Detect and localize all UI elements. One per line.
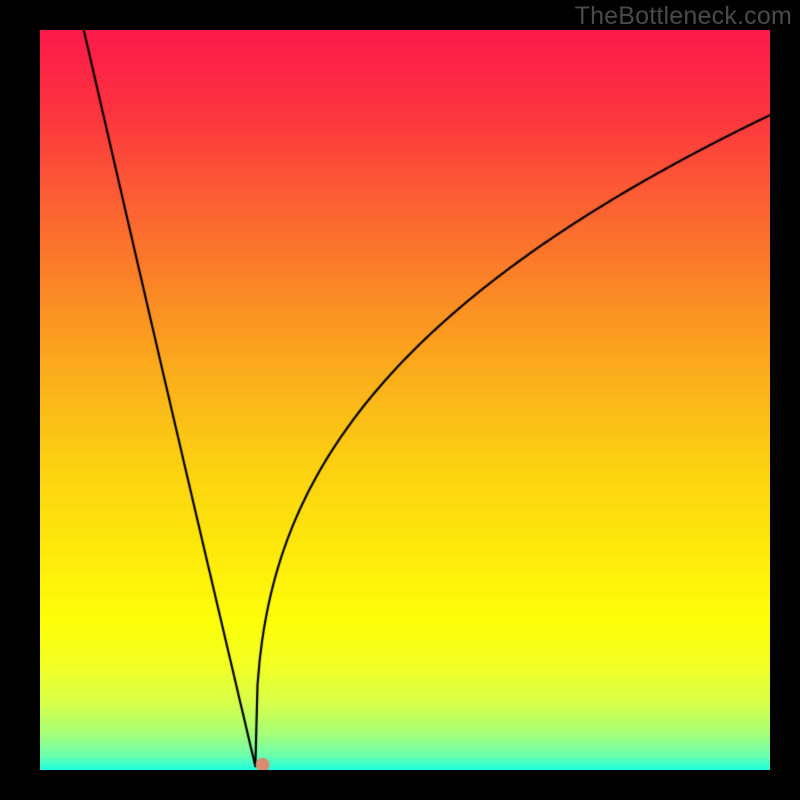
chart-stage: TheBottleneck.com (0, 0, 800, 800)
watermark-text: TheBottleneck.com (575, 2, 792, 31)
bottleneck-curve (40, 30, 770, 770)
